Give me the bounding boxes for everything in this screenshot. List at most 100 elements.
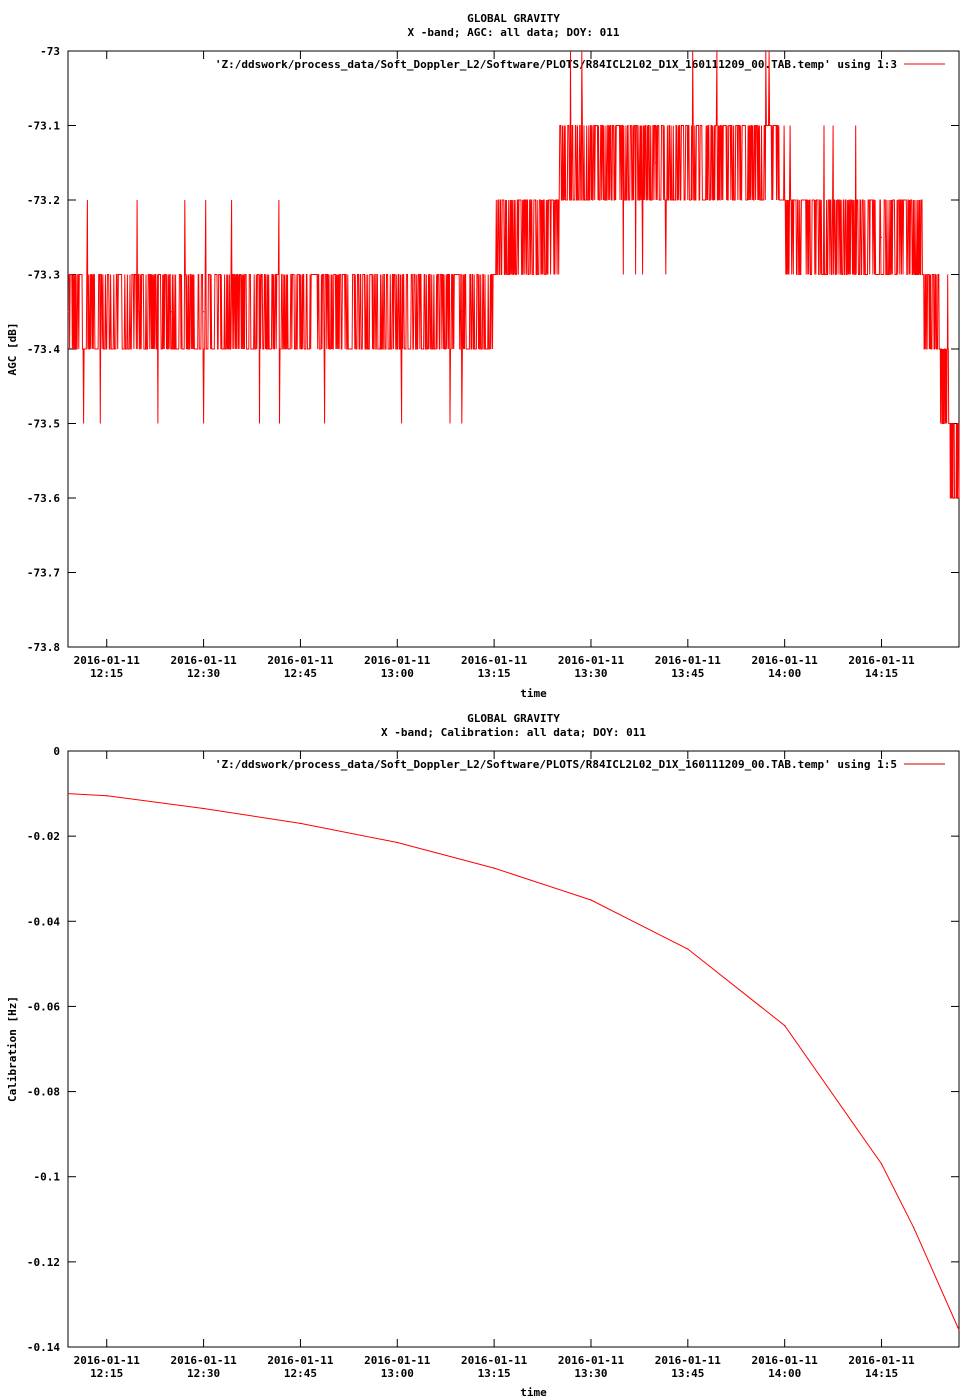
chart1-data-point bbox=[461, 311, 463, 313]
chart2-x-tick-date: 2016-01-11 bbox=[461, 1354, 528, 1367]
chart2-y-tick-label: -0.12 bbox=[27, 1256, 60, 1269]
chart2-x-axis-label: time bbox=[520, 1386, 547, 1399]
chart1-x-axis-label: time bbox=[520, 687, 547, 700]
chart1-legend-label: 'Z:/ddswork/process_data/Soft_Doppler_L2… bbox=[215, 58, 897, 71]
chart2-y-axis-label: Calibration [Hz] bbox=[6, 996, 19, 1102]
chart1-x-tick-date: 2016-01-11 bbox=[267, 654, 334, 667]
chart2-data-point bbox=[396, 841, 398, 844]
chart2-y-tick-label: 0 bbox=[53, 745, 60, 758]
chart2-data-point bbox=[203, 807, 205, 810]
chart1-x-tick-time: 12:45 bbox=[284, 667, 317, 680]
chart1-data-point bbox=[525, 236, 528, 238]
chart1-y-tick-label: -73.1 bbox=[27, 120, 60, 133]
chart1-data-point bbox=[364, 311, 366, 313]
chart1-data-point bbox=[913, 236, 915, 238]
chart2-data-point bbox=[493, 867, 495, 869]
chart1-data-point bbox=[493, 273, 495, 276]
chart1-data-point bbox=[99, 311, 101, 313]
chart1-data-point bbox=[848, 199, 850, 201]
chart1-y-tick-label: -73.7 bbox=[27, 567, 60, 580]
chart2-x-tick-time: 13:30 bbox=[574, 1367, 607, 1380]
chart1-series-line bbox=[68, 50, 960, 499]
chart2-x-tick-time: 12:15 bbox=[90, 1367, 123, 1380]
chart1-data-point bbox=[235, 311, 237, 313]
chart2-series-line bbox=[67, 793, 960, 1331]
chart2-x-tick-date: 2016-01-11 bbox=[170, 1354, 237, 1367]
chart2-y-tick-label: -0.06 bbox=[27, 1000, 60, 1013]
chart1-data-point bbox=[590, 162, 592, 164]
chart1-y-tick-label: -73.4 bbox=[27, 343, 60, 356]
chart2-y-tick-label: -0.02 bbox=[27, 830, 60, 843]
chart1-data-point bbox=[687, 162, 689, 164]
chart1-data-point bbox=[958, 497, 960, 499]
chart1-x-tick-date: 2016-01-11 bbox=[752, 654, 819, 667]
chart2-plot-frame bbox=[67, 750, 960, 1348]
chart2-x-tick-time: 14:15 bbox=[865, 1367, 898, 1380]
chart2-x-tick-date: 2016-01-11 bbox=[752, 1354, 819, 1367]
chart1-y-tick-label: -73.3 bbox=[27, 269, 60, 282]
chart2-x-tick-date: 2016-01-11 bbox=[655, 1354, 722, 1367]
chart1-x-tick-date: 2016-01-11 bbox=[848, 654, 915, 667]
chart1-data-point bbox=[939, 348, 941, 350]
chart1-y-axis-label: AGC [dB] bbox=[6, 323, 19, 376]
chart1-data-point bbox=[299, 311, 301, 313]
chart2-data-point bbox=[913, 1227, 915, 1229]
chart1-data-point bbox=[203, 311, 205, 313]
chart2-y-tick-label: -0.14 bbox=[27, 1341, 60, 1354]
chart1-subtitle: X -band; AGC: all data; DOY: 011 bbox=[408, 26, 620, 39]
chart2-data-point bbox=[106, 795, 108, 797]
chart1-data-point bbox=[654, 162, 657, 164]
chart2-data-point bbox=[784, 1025, 786, 1027]
chart1-plot-frame bbox=[67, 50, 960, 648]
chart2-data-point bbox=[958, 1329, 960, 1331]
chart1-data-point bbox=[396, 311, 398, 313]
chart1-data-point bbox=[816, 199, 818, 201]
chart1-x-tick-date: 2016-01-11 bbox=[461, 654, 528, 667]
chart1-data-point bbox=[719, 199, 721, 201]
chart2-subtitle: X -band; Calibration: all data; DOY: 011 bbox=[381, 726, 646, 739]
chart1-x-tick-date: 2016-01-11 bbox=[655, 654, 722, 667]
chart2-x-tick-date: 2016-01-11 bbox=[558, 1354, 625, 1367]
chart2-data-point bbox=[687, 948, 689, 950]
chart1-x-tick-time: 12:15 bbox=[90, 667, 123, 680]
chart1-data-point bbox=[267, 348, 269, 350]
chart2-x-tick-date: 2016-01-11 bbox=[74, 1354, 141, 1367]
chart2-x-tick-time: 12:30 bbox=[187, 1367, 220, 1380]
chart2-y-tick-label: -0.08 bbox=[27, 1086, 60, 1099]
chart1-x-tick-date: 2016-01-11 bbox=[170, 654, 237, 667]
chart1-data-point bbox=[751, 162, 754, 164]
chart2-x-tick-date: 2016-01-11 bbox=[364, 1354, 431, 1367]
chart1-y-tick-label: -73.6 bbox=[27, 492, 60, 505]
chart2-title: GLOBAL GRAVITY bbox=[467, 712, 560, 725]
chart1-x-tick-time: 13:45 bbox=[671, 667, 704, 680]
chart1-data-point bbox=[67, 311, 69, 313]
chart1-y-tick-label: -73.2 bbox=[27, 194, 60, 207]
chart2-legend-label: 'Z:/ddswork/process_data/Soft_Doppler_L2… bbox=[215, 758, 897, 771]
chart2-x-tick-date: 2016-01-11 bbox=[267, 1354, 334, 1367]
chart1-data-point bbox=[622, 199, 624, 201]
chart1-y-tick-label: -73.8 bbox=[27, 641, 60, 654]
chart1-data-point bbox=[429, 273, 431, 276]
chart2-data-point bbox=[880, 1163, 883, 1165]
chart1-x-tick-date: 2016-01-11 bbox=[364, 654, 431, 667]
chart2-y-tick-label: -0.1 bbox=[34, 1171, 61, 1184]
chart2-x-tick-time: 13:45 bbox=[671, 1367, 704, 1380]
chart2-x-tick-date: 2016-01-11 bbox=[848, 1354, 915, 1367]
chart1-data-point bbox=[138, 311, 140, 313]
chart1-data-point bbox=[784, 199, 786, 201]
chart2-x-tick-time: 13:15 bbox=[478, 1367, 511, 1380]
chart1-y-tick-label: -73 bbox=[40, 45, 60, 58]
chart2-x-tick-time: 14:00 bbox=[768, 1367, 801, 1380]
chart1-x-tick-date: 2016-01-11 bbox=[74, 654, 141, 667]
chart1-x-tick-time: 14:00 bbox=[768, 667, 801, 680]
chart1-x-tick-time: 14:15 bbox=[865, 667, 898, 680]
chart1-title: GLOBAL GRAVITY bbox=[467, 12, 560, 25]
chart1-x-tick-date: 2016-01-11 bbox=[558, 654, 625, 667]
chart2-data-point bbox=[299, 822, 301, 825]
chart1-data-point bbox=[332, 311, 334, 313]
chart2-y-tick-label: -0.04 bbox=[27, 915, 60, 928]
chart1-x-tick-time: 12:30 bbox=[187, 667, 220, 680]
chart2-x-tick-time: 12:45 bbox=[284, 1367, 317, 1380]
chart2-data-point bbox=[67, 793, 69, 795]
